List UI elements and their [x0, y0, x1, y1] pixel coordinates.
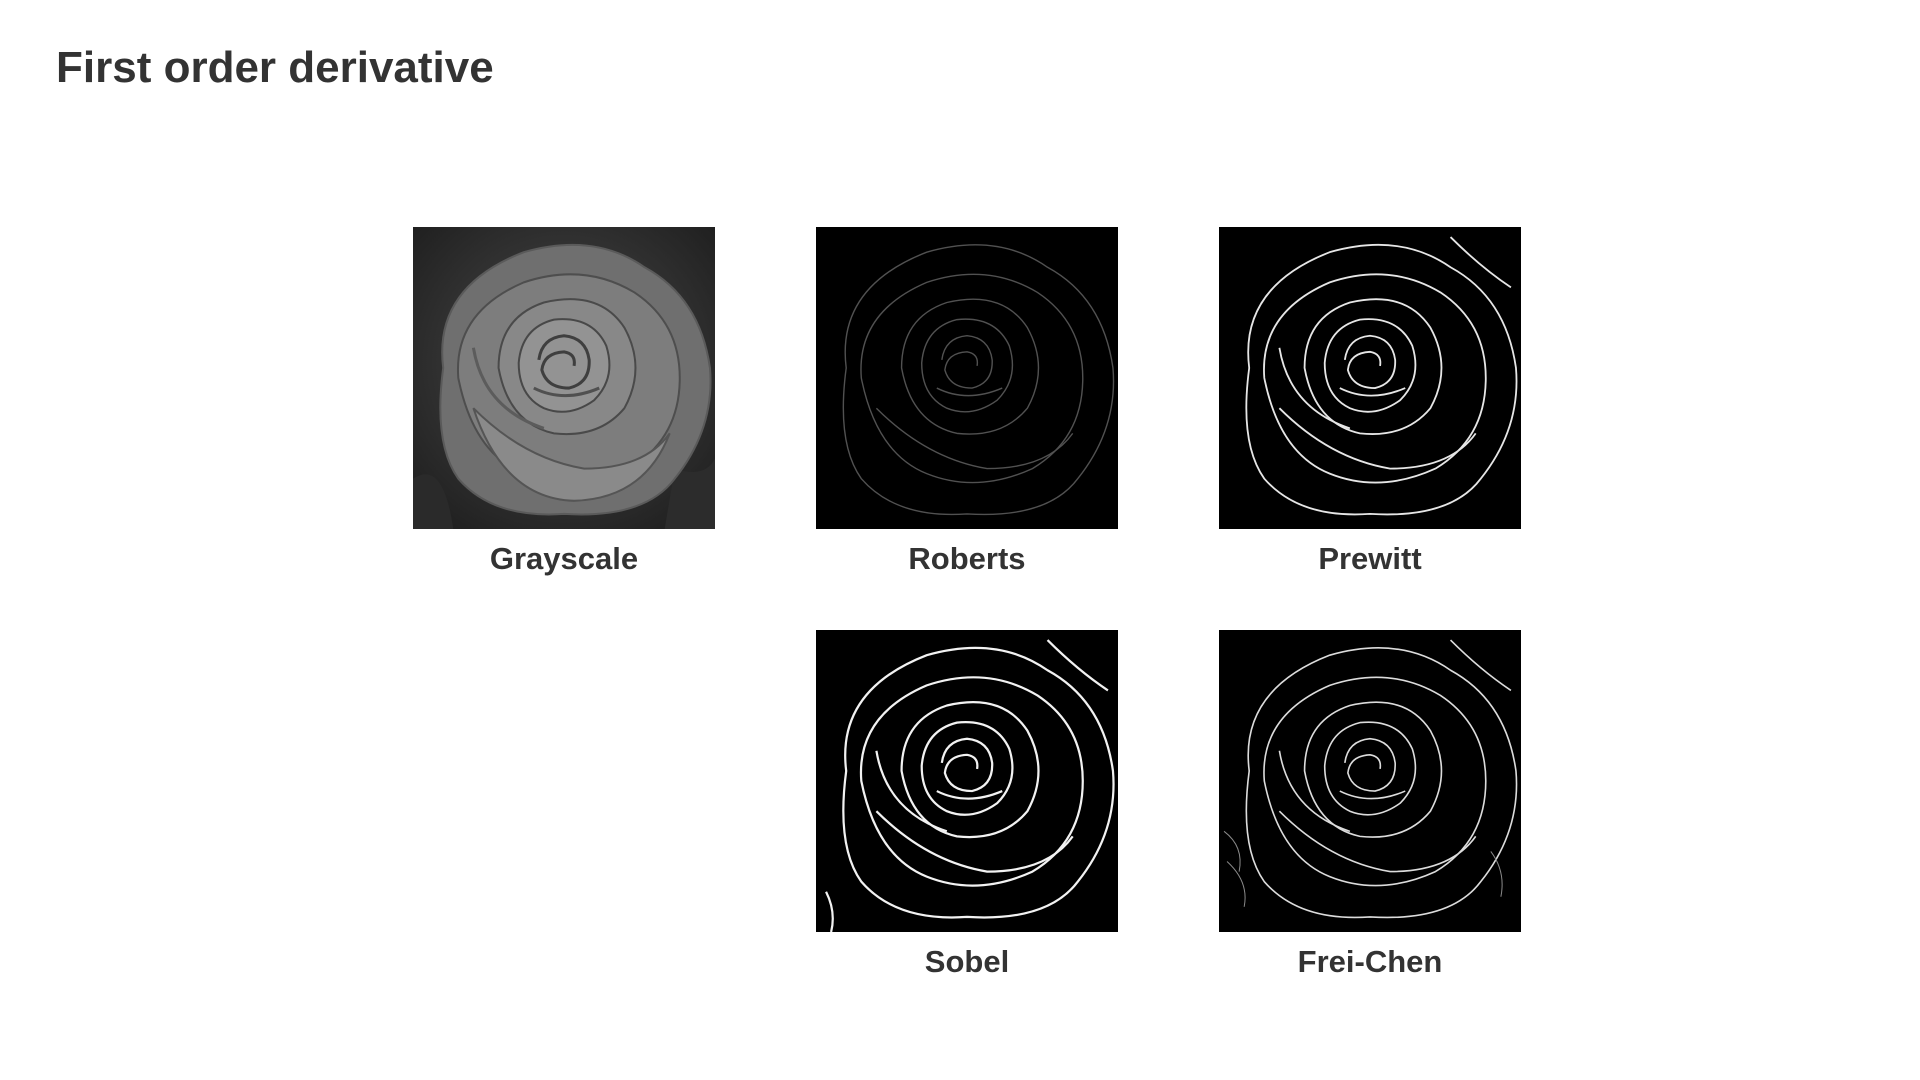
slide-title: First order derivative	[56, 43, 494, 92]
figure-caption: Sobel	[924, 944, 1010, 979]
sobel-edges-image	[816, 630, 1118, 932]
prewitt-edges-image	[1219, 227, 1521, 529]
figure-frei-chen: Frei-Chen	[1219, 630, 1521, 980]
figure-grayscale: Grayscale	[413, 227, 715, 577]
figure-caption: Prewitt	[1318, 541, 1422, 576]
grayscale-rose-image	[413, 227, 715, 529]
figure-caption: Frei-Chen	[1297, 944, 1443, 979]
figure-sobel: Sobel	[816, 630, 1118, 980]
figure-caption: Grayscale	[489, 541, 639, 576]
roberts-edges-image	[816, 227, 1118, 529]
figure-caption: Roberts	[908, 541, 1026, 576]
frei-chen-edges-image	[1219, 630, 1521, 932]
figure-prewitt: Prewitt	[1219, 227, 1521, 577]
figure-roberts: Roberts	[816, 227, 1118, 577]
